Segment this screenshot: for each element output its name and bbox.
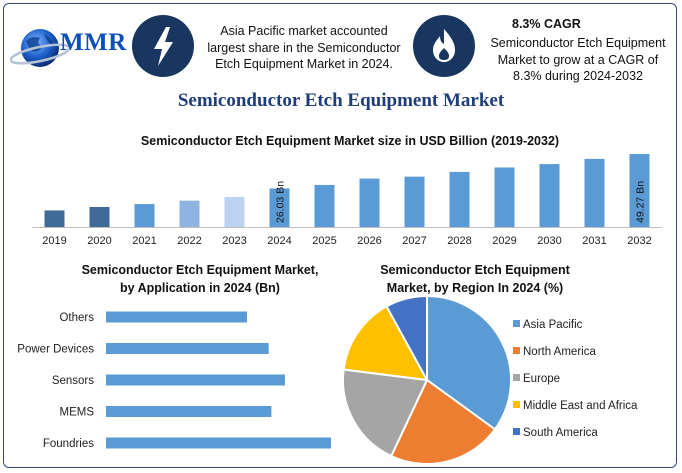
tick-label-2030: 2030 xyxy=(537,235,561,247)
app-label-power-devices: Power Devices xyxy=(17,344,94,356)
pie-slice-south-america xyxy=(385,294,428,381)
tick-label-2026: 2026 xyxy=(357,235,381,247)
bar-2028 xyxy=(449,171,470,227)
legend-label-north-america: North America xyxy=(523,346,596,358)
legend-label-south-america: South America xyxy=(523,427,598,439)
legend-swatch-south-america xyxy=(513,428,520,435)
info-asia-pacific: Asia Pacific market accounted largest sh… xyxy=(197,23,411,73)
region-chart-title: Semiconductor Etch Equipment Market, by … xyxy=(350,261,600,297)
tick-label-2032: 2032 xyxy=(627,235,651,247)
bar-2023 xyxy=(224,196,245,227)
tick-label-2024: 2024 xyxy=(267,235,291,247)
bar-2032 xyxy=(629,154,650,227)
lightning-icon xyxy=(132,15,194,77)
app-label-mems: MEMS xyxy=(60,407,95,419)
info1-line-3: Etch Equipment Market in 2024. xyxy=(215,57,393,71)
app-bar-power-devices xyxy=(106,343,269,354)
main-title: Semiconductor Etch Equipment Market xyxy=(177,90,505,111)
tick-label-2029: 2029 xyxy=(492,235,516,247)
region-title-line-2: Market, by Region In 2024 (%) xyxy=(386,281,564,295)
tick-label-2020: 2020 xyxy=(87,235,111,247)
app-label-others: Others xyxy=(59,312,94,324)
tick-label-2028: 2028 xyxy=(447,235,471,247)
tick-label-2019: 2019 xyxy=(42,235,66,247)
bar-2019 xyxy=(44,210,65,227)
bar-2027 xyxy=(404,176,425,227)
flame-icon xyxy=(413,15,475,77)
app-label-foundries: Foundries xyxy=(43,438,94,450)
data-label-2032: 49.27 Bn xyxy=(635,181,647,223)
app-bar-others xyxy=(106,311,247,323)
bar-2024 xyxy=(269,188,290,227)
cagr-title: 8.3% CAGR xyxy=(512,17,581,31)
legend-label-europe: Europe xyxy=(523,373,560,385)
pie-slice-europe xyxy=(342,368,429,458)
bar-2029 xyxy=(494,167,515,227)
app-label-sensors: Sensors xyxy=(52,375,94,387)
legend-label-middle-east-and-africa: Middle East and Africa xyxy=(523,400,638,412)
legend-swatch-asia-pacific xyxy=(513,320,520,327)
tick-label-2023: 2023 xyxy=(222,235,246,247)
logo-text: MMR xyxy=(60,29,127,56)
mmr-globe-logo xyxy=(10,29,71,67)
region-title-line-1: Semiconductor Etch Equipment xyxy=(380,263,570,277)
info-cagr: Semiconductor Etch Equipment Market to g… xyxy=(478,35,678,85)
pie-slice-asia-pacific xyxy=(426,294,512,431)
bar-2021 xyxy=(134,204,155,227)
tick-label-2021: 2021 xyxy=(132,235,156,247)
infographic-frame xyxy=(3,3,677,468)
bar-2030 xyxy=(539,164,560,227)
bar-2031 xyxy=(584,158,605,227)
app-bar-sensors xyxy=(106,374,285,386)
legend-swatch-middle-east-and-africa xyxy=(513,401,520,408)
info1-line-2: largest share in the Semiconductor xyxy=(207,40,401,55)
tick-label-2022: 2022 xyxy=(177,235,201,247)
legend-swatch-europe xyxy=(513,374,520,381)
tick-label-2031: 2031 xyxy=(582,235,606,247)
tick-label-2025: 2025 xyxy=(312,235,336,247)
info2-line-1: Semiconductor Etch Equipment xyxy=(490,36,666,50)
pie-slice-middle-east-and-africa xyxy=(342,305,429,382)
application-title-line-2: by Application in 2024 (Bn) xyxy=(120,281,280,295)
bar-2026 xyxy=(359,178,380,227)
app-bar-mems xyxy=(106,406,272,417)
application-chart-title: Semiconductor Etch Equipment Market, by … xyxy=(40,261,360,297)
bar-2025 xyxy=(314,184,335,227)
bar-2020 xyxy=(89,207,110,227)
bar-2022 xyxy=(179,200,200,227)
tick-label-2027: 2027 xyxy=(402,235,426,247)
legend-swatch-north-america xyxy=(513,347,520,354)
data-label-2024: 26.03 Bn xyxy=(275,181,287,223)
app-bar-foundries xyxy=(106,437,332,449)
info2-line-2: Market to grow at a CAGR of xyxy=(497,52,659,67)
market-size-chart-title: Semiconductor Etch Equipment Market size… xyxy=(140,134,560,148)
info1-line-1: Asia Pacific market accounted xyxy=(220,24,388,38)
legend-label-asia-pacific: Asia Pacific xyxy=(523,319,583,331)
application-title-line-1: Semiconductor Etch Equipment Market, xyxy=(81,263,319,277)
info2-line-3: 8.3% during 2024-2032 xyxy=(513,69,643,83)
